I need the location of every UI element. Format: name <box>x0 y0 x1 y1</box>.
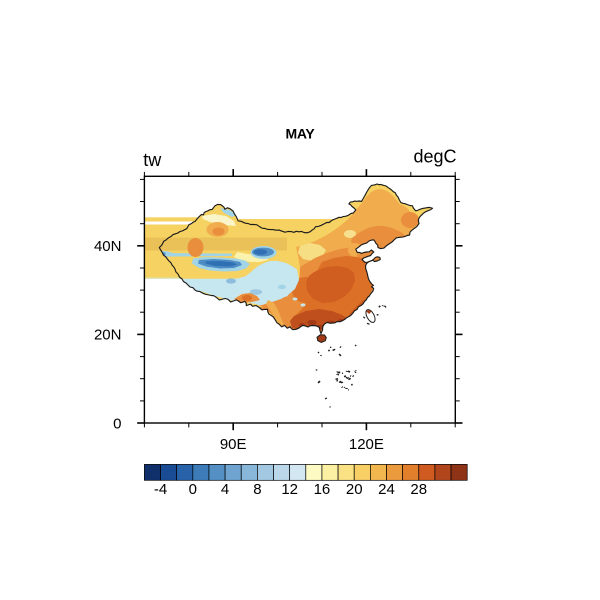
svg-text:4: 4 <box>221 481 229 498</box>
svg-text:12: 12 <box>281 481 298 498</box>
svg-text:tw: tw <box>143 150 162 170</box>
svg-text:0: 0 <box>113 415 121 432</box>
svg-text:120E: 120E <box>349 436 384 453</box>
svg-text:24: 24 <box>378 481 395 498</box>
svg-text:40N: 40N <box>94 238 122 255</box>
svg-text:degC: degC <box>413 147 456 167</box>
svg-text:MAY: MAY <box>286 126 316 142</box>
svg-text:90E: 90E <box>220 436 247 453</box>
svg-text:16: 16 <box>314 481 331 498</box>
svg-text:8: 8 <box>253 481 261 498</box>
svg-text:0: 0 <box>189 481 197 498</box>
svg-text:20N: 20N <box>94 327 122 344</box>
svg-text:20: 20 <box>346 481 363 498</box>
svg-text:-4: -4 <box>154 481 167 498</box>
svg-text:28: 28 <box>410 481 427 498</box>
